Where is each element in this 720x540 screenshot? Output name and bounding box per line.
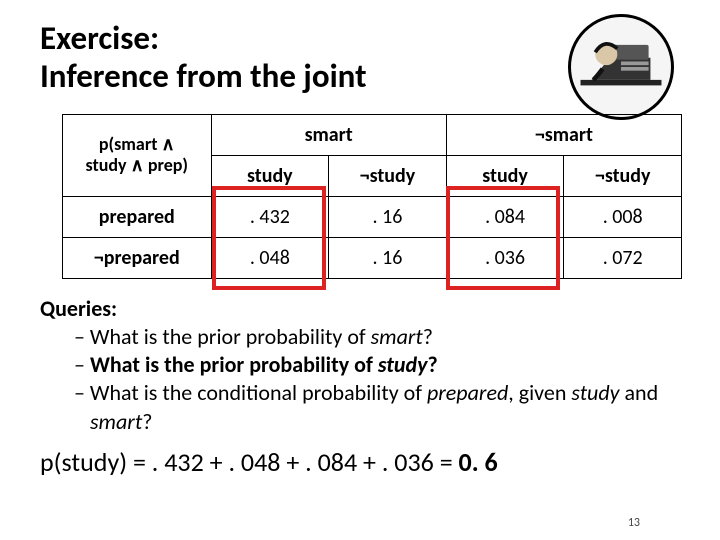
- table-row: ¬prepared . 048 . 16 . 036 . 072: [63, 237, 682, 278]
- cell: . 048: [211, 237, 329, 278]
- queries-block: Queries: – What is the prior probability…: [40, 295, 680, 436]
- cell: . 084: [446, 196, 564, 237]
- q2-dash: –: [74, 351, 90, 378]
- q2-suffix: ?: [427, 351, 437, 378]
- row-label-not-prepared: ¬prepared: [63, 237, 212, 278]
- page-number: 13: [628, 516, 640, 530]
- table-row: prepared . 432 . 16 . 084 . 008: [63, 196, 682, 237]
- answer-rhs: 0. 6: [459, 446, 498, 478]
- title-line-2: Inference from the joint: [40, 56, 367, 96]
- sleeping-at-laptop-icon: [575, 21, 667, 113]
- table-corner-cell: p(smart ∧ study ∧ prep): [63, 114, 212, 196]
- cell: . 16: [329, 196, 447, 237]
- q3-suffix: ?: [142, 408, 152, 435]
- cell: . 036: [446, 237, 564, 278]
- corner-line-2: study ∧ prep): [85, 154, 188, 176]
- q1-em: smart: [371, 323, 423, 350]
- title-line-1: Exercise:: [40, 18, 159, 58]
- q3-em2: study: [571, 379, 619, 406]
- cell: . 072: [564, 237, 682, 278]
- corner-line-1: p(smart ∧: [99, 133, 175, 155]
- q3-em1: prepared: [427, 379, 508, 406]
- q2-bold: What is the prior probability of: [90, 351, 378, 378]
- row-label-prepared: prepared: [63, 196, 212, 237]
- query-line-1: – What is the prior probability of smart…: [74, 323, 680, 351]
- q1-prefix: – What is the prior probability of: [74, 323, 371, 350]
- subhead-notstudy-1: ¬study: [329, 155, 447, 196]
- cell: . 432: [211, 196, 329, 237]
- subhead-notstudy-2: ¬study: [564, 155, 682, 196]
- query-line-3: – What is the conditional probability of…: [74, 379, 680, 435]
- subhead-study-2: study: [446, 155, 564, 196]
- slide: Exercise: Inference from the joint p(sma…: [0, 0, 720, 540]
- corner-illustration: [568, 14, 674, 120]
- col-group-smart: smart: [211, 114, 446, 155]
- cell: . 008: [564, 196, 682, 237]
- q3-mid: , given: [508, 379, 571, 406]
- q3-em3: smart: [90, 408, 142, 435]
- queries-heading: Queries:: [40, 295, 680, 323]
- joint-table-wrapper: p(smart ∧ study ∧ prep) smart ¬smart stu…: [62, 114, 682, 279]
- q3-prefix: – What is the conditional probability of: [74, 379, 427, 406]
- joint-probability-table: p(smart ∧ study ∧ prep) smart ¬smart stu…: [62, 114, 682, 279]
- q1-suffix: ?: [423, 323, 433, 350]
- q2-em: study: [378, 351, 428, 378]
- subhead-study-1: study: [211, 155, 329, 196]
- query-line-2: – What is the prior probability of study…: [74, 351, 680, 379]
- col-group-not-smart: ¬smart: [446, 114, 681, 155]
- table-header-row-1: p(smart ∧ study ∧ prep) smart ¬smart: [63, 114, 682, 155]
- answer-lhs: p(study) = . 432 + . 048 + . 084 + . 036…: [40, 446, 459, 478]
- answer-line: p(study) = . 432 + . 048 + . 084 + . 036…: [40, 446, 680, 478]
- q3-and: and: [620, 379, 659, 406]
- cell: . 16: [329, 237, 447, 278]
